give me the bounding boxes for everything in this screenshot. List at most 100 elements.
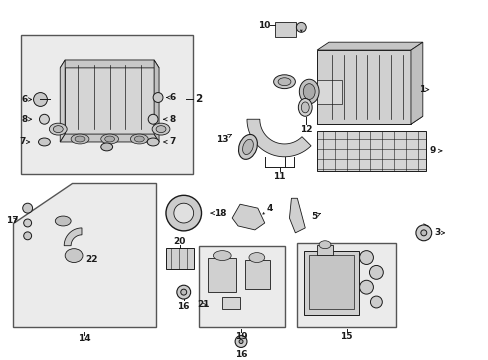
Circle shape (235, 336, 246, 347)
Text: 16: 16 (234, 350, 247, 359)
Ellipse shape (301, 102, 308, 113)
Bar (316, 131, 425, 171)
Polygon shape (13, 184, 156, 327)
Polygon shape (316, 50, 410, 124)
Text: 13: 13 (216, 134, 231, 144)
Bar (304, 251, 358, 315)
Polygon shape (154, 60, 159, 142)
Bar (198, 246, 285, 327)
Polygon shape (232, 204, 264, 230)
Text: 4: 4 (266, 204, 272, 213)
Ellipse shape (49, 123, 67, 135)
Circle shape (23, 232, 32, 240)
Ellipse shape (101, 143, 112, 151)
Text: 12: 12 (299, 125, 312, 134)
Text: 1: 1 (418, 85, 428, 94)
Text: 9: 9 (428, 147, 441, 156)
Bar (165, 248, 193, 269)
Bar (308, 255, 353, 309)
Ellipse shape (101, 134, 118, 144)
Circle shape (40, 114, 49, 124)
Bar (31, 216, 42, 226)
Circle shape (369, 265, 383, 279)
Ellipse shape (147, 138, 159, 146)
Circle shape (359, 251, 373, 265)
Circle shape (239, 339, 243, 343)
Circle shape (296, 22, 305, 32)
Circle shape (153, 93, 163, 103)
Bar (297, 243, 395, 327)
Text: 8: 8 (21, 115, 32, 124)
Bar (42, 262, 106, 317)
Ellipse shape (104, 136, 114, 142)
Ellipse shape (278, 78, 290, 86)
Circle shape (148, 114, 158, 124)
Text: 21: 21 (197, 301, 209, 310)
Text: 16: 16 (177, 302, 190, 311)
Ellipse shape (71, 134, 89, 144)
Ellipse shape (165, 195, 201, 231)
Polygon shape (65, 60, 154, 134)
Ellipse shape (156, 126, 165, 132)
Circle shape (23, 219, 32, 227)
Circle shape (181, 289, 186, 295)
Polygon shape (316, 42, 422, 50)
Ellipse shape (298, 99, 311, 116)
Bar (244, 260, 269, 289)
Bar (316, 245, 332, 255)
Ellipse shape (75, 136, 85, 142)
Ellipse shape (303, 84, 314, 99)
Text: 6: 6 (166, 93, 176, 102)
Circle shape (34, 93, 47, 107)
Text: 22: 22 (85, 255, 98, 264)
Polygon shape (316, 80, 341, 104)
Bar (57, 223, 69, 261)
Text: 17: 17 (6, 216, 19, 225)
Circle shape (370, 296, 382, 308)
Bar (20, 35, 192, 174)
Polygon shape (64, 228, 82, 246)
Text: 5: 5 (310, 212, 320, 221)
Ellipse shape (238, 135, 257, 159)
Polygon shape (60, 60, 159, 68)
Ellipse shape (174, 203, 193, 223)
Circle shape (22, 203, 33, 213)
Text: 20: 20 (173, 237, 185, 246)
Ellipse shape (242, 139, 253, 154)
Ellipse shape (273, 75, 295, 89)
Ellipse shape (65, 249, 83, 262)
Text: 8: 8 (163, 115, 176, 124)
Ellipse shape (39, 138, 50, 146)
Text: 7: 7 (20, 138, 30, 147)
Ellipse shape (53, 126, 63, 132)
Polygon shape (316, 116, 422, 124)
Text: 14: 14 (78, 334, 90, 343)
Polygon shape (246, 119, 310, 157)
Ellipse shape (152, 123, 169, 135)
Circle shape (420, 230, 426, 236)
Bar (82, 246, 111, 264)
Text: 15: 15 (340, 332, 352, 341)
Circle shape (359, 280, 373, 294)
Text: 10: 10 (257, 21, 269, 30)
Bar (274, 22, 296, 37)
Text: 2: 2 (195, 94, 202, 104)
Ellipse shape (130, 134, 148, 144)
Text: 11: 11 (273, 172, 285, 181)
Polygon shape (60, 134, 159, 142)
Circle shape (415, 225, 431, 241)
Polygon shape (60, 60, 65, 142)
Text: 6: 6 (21, 95, 32, 104)
Circle shape (177, 285, 190, 299)
Ellipse shape (248, 253, 264, 262)
Text: 7: 7 (163, 138, 176, 147)
Text: 3: 3 (434, 228, 444, 237)
Text: 19: 19 (234, 332, 247, 341)
Bar (47, 267, 102, 312)
Polygon shape (410, 42, 422, 124)
Ellipse shape (55, 216, 71, 226)
Bar (222, 297, 240, 309)
Ellipse shape (213, 251, 231, 261)
Ellipse shape (299, 79, 319, 104)
Text: 18: 18 (211, 208, 226, 217)
